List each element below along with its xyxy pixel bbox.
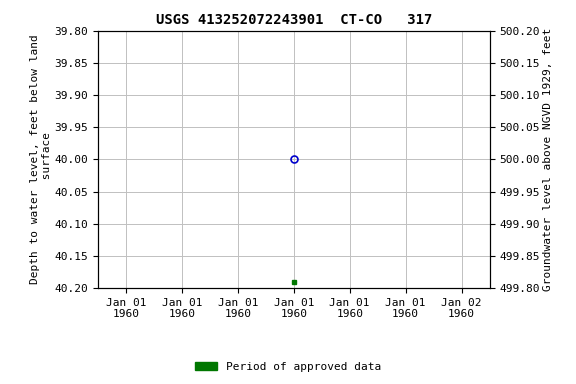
Legend: Period of approved data: Period of approved data: [191, 358, 385, 377]
Y-axis label: Depth to water level, feet below land
 surface: Depth to water level, feet below land su…: [30, 35, 52, 284]
Y-axis label: Groundwater level above NGVD 1929, feet: Groundwater level above NGVD 1929, feet: [543, 28, 552, 291]
Title: USGS 413252072243901  CT-CO   317: USGS 413252072243901 CT-CO 317: [156, 13, 432, 27]
